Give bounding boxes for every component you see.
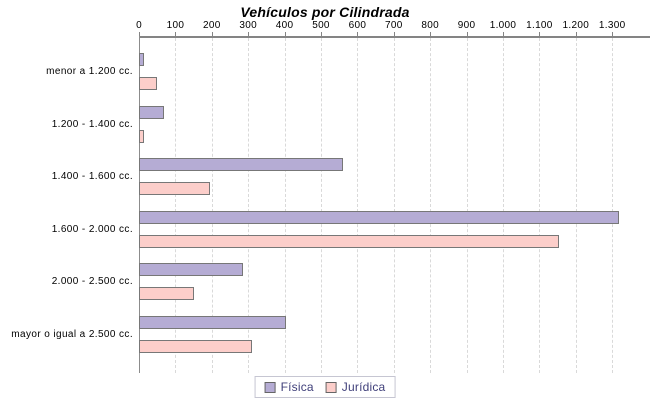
x-tick-mark <box>211 32 213 38</box>
gridline <box>393 38 395 373</box>
legend: Física Jurídica <box>254 376 396 398</box>
x-tick-mark <box>321 32 322 38</box>
x-tick-mark <box>357 32 359 38</box>
legend-label: Física <box>280 380 314 394</box>
x-tick-label: 100 <box>166 20 185 31</box>
x-tick-label: 900 <box>457 20 476 31</box>
legend-entry: Física <box>264 380 314 394</box>
x-tick-mark <box>539 32 541 38</box>
legend-entry: Jurídica <box>325 380 386 394</box>
x-tick-label: 0 <box>136 20 142 31</box>
gridline <box>211 38 213 373</box>
bar-juridica <box>139 287 194 300</box>
bar-juridica <box>139 77 157 90</box>
bar-fisica <box>139 53 144 66</box>
category-label: menor a 1.200 cc. <box>46 66 133 77</box>
gridline <box>503 38 504 373</box>
gridline <box>430 38 432 373</box>
category-label: 1.200 - 1.400 cc. <box>51 118 133 130</box>
gridline <box>612 38 614 373</box>
x-tick-label: 800 <box>421 20 439 31</box>
y-axis-line <box>139 36 140 373</box>
category-label: 1.600 - 2.000 cc. <box>51 223 133 235</box>
bar-fisica <box>139 315 286 329</box>
x-tick-mark <box>175 32 177 38</box>
legend-swatch-icon <box>264 381 276 393</box>
x-tick-label: 700 <box>385 20 403 31</box>
chart-title: Vehículos por Cilindrada <box>240 4 410 20</box>
x-tick-mark <box>139 32 140 38</box>
bar-fisica <box>139 263 243 276</box>
x-tick-mark <box>248 32 250 38</box>
x-tick-mark <box>612 32 614 38</box>
x-tick-label: 1.100 <box>526 20 553 31</box>
bar-fisica <box>139 105 164 119</box>
x-tick-mark <box>284 32 286 38</box>
gridline <box>357 38 359 373</box>
x-tick-label: 600 <box>348 20 367 31</box>
legend-label: Jurídica <box>341 380 386 394</box>
bar-fisica <box>139 210 619 224</box>
category-label: 2.000 - 2.500 cc. <box>51 276 133 287</box>
bar-juridica <box>139 129 144 143</box>
category-label: mayor o igual a 2.500 cc. <box>11 328 133 340</box>
gridline <box>539 38 541 373</box>
legend-swatch-icon <box>325 381 337 393</box>
x-tick-label: 1.300 <box>598 20 626 31</box>
x-tick-label: 200 <box>203 20 221 31</box>
gridline <box>248 38 250 373</box>
bar-juridica <box>139 182 210 195</box>
gridline <box>575 38 577 373</box>
bar-juridica <box>139 339 252 353</box>
x-tick-mark <box>466 32 468 38</box>
category-label: 1.400 - 1.600 cc. <box>51 171 133 182</box>
x-tick-label: 1.200 <box>562 20 590 31</box>
x-tick-mark <box>393 32 395 38</box>
x-tick-label: 1.000 <box>489 20 517 31</box>
x-tick-mark <box>430 32 432 38</box>
gridline <box>175 38 177 373</box>
x-tick-label: 300 <box>239 20 257 31</box>
x-tick-label: 400 <box>275 20 294 31</box>
x-axis-line <box>139 36 650 38</box>
bar-juridica <box>139 234 559 248</box>
x-tick-mark <box>503 32 504 38</box>
gridline <box>284 38 286 373</box>
x-tick-mark <box>575 32 577 38</box>
bar-fisica <box>139 158 343 171</box>
gridline <box>321 38 322 373</box>
x-tick-label: 500 <box>312 20 330 31</box>
gridline <box>466 38 468 373</box>
